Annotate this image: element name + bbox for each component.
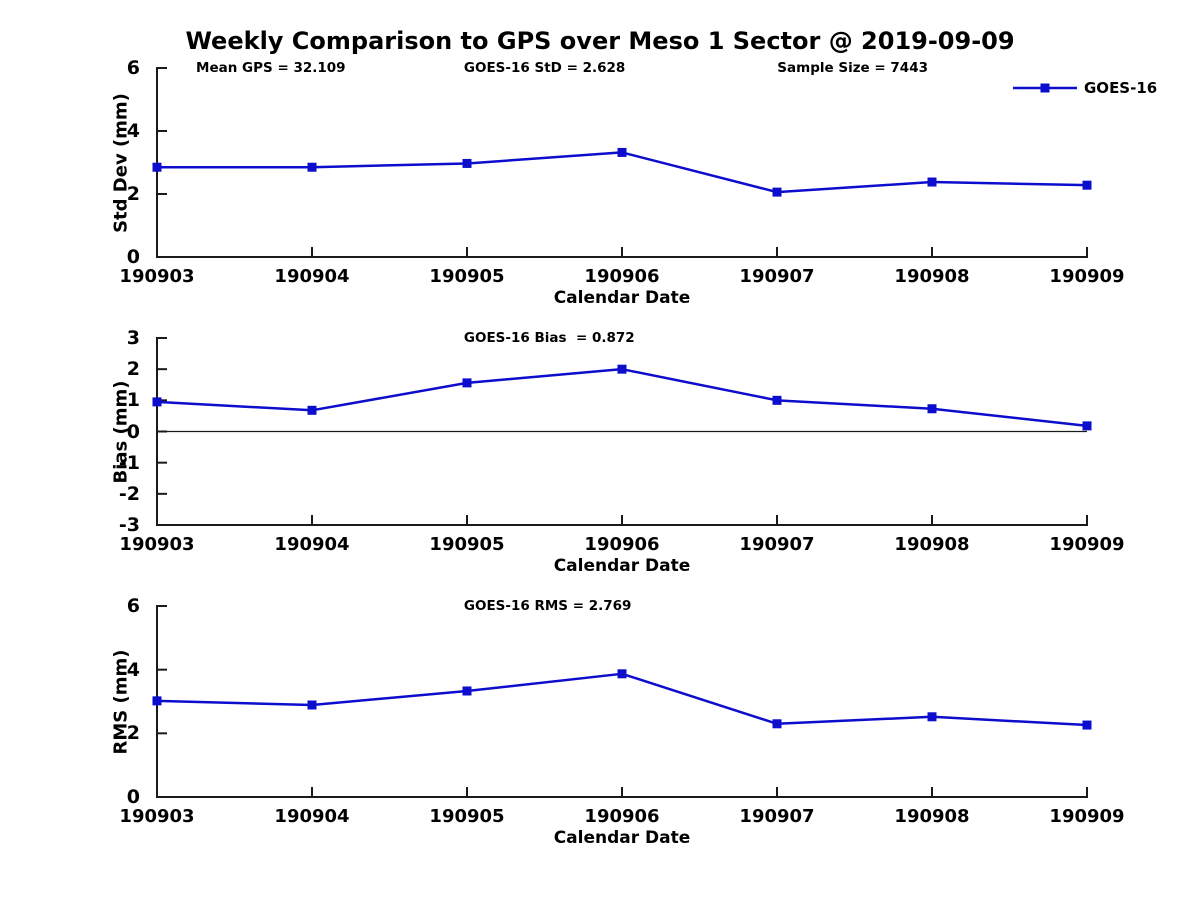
data-point-marker (772, 395, 782, 405)
x-tick-label: 190908 (894, 806, 970, 827)
x-tick-label: 190903 (119, 534, 195, 555)
series-line (156, 672, 1088, 727)
y-tick-label: 3 (126, 327, 140, 349)
x-tick-label: 190903 (119, 266, 195, 287)
x-tick-label: 190909 (1049, 806, 1125, 827)
y-tick-label: 6 (126, 57, 140, 79)
data-point-marker (307, 162, 317, 172)
y-tick-label: 2 (126, 722, 140, 745)
series-line (157, 151, 1088, 194)
x-tick-label: 190906 (584, 266, 660, 287)
y-axis-label: Bias (mm) (110, 380, 132, 483)
y-tick-label: 6 (126, 595, 140, 617)
x-tick-label: 190907 (739, 534, 815, 555)
data-point-marker (772, 719, 782, 729)
x-tick-label: 190909 (1049, 266, 1125, 287)
annotation: GOES-16 StD = 2.628 (463, 60, 626, 76)
data-point-marker (307, 700, 317, 710)
y-axis-label: RMS (mm) (110, 649, 132, 754)
data-point-marker (1082, 180, 1092, 190)
data-point-marker (617, 147, 627, 157)
x-tick-label: 190905 (429, 806, 505, 827)
data-point-marker (772, 187, 782, 197)
series-line (156, 367, 1088, 428)
x-tick-label: 190907 (739, 266, 815, 287)
x-tick-label: 190903 (119, 806, 195, 827)
data-point-marker (152, 162, 162, 172)
x-tick-label: 190904 (274, 266, 350, 287)
x-tick-label: 190908 (894, 534, 970, 555)
data-point-marker (927, 712, 937, 722)
data-point-marker (1082, 421, 1092, 431)
x-tick-label: 190904 (274, 534, 350, 555)
annotation: GOES-16 Bias = 0.872 (463, 330, 635, 346)
y-tick-label: 2 (126, 358, 140, 381)
y-tick-label: -3 (118, 514, 140, 536)
data-point-marker (617, 364, 627, 374)
y-tick-label: 4 (126, 120, 140, 142)
data-point-marker (462, 378, 472, 388)
y-tick-label: -2 (118, 482, 140, 505)
x-tick-label: 190905 (429, 266, 505, 287)
x-axis-label: Calendar Date (553, 556, 691, 576)
data-point-marker (462, 686, 472, 696)
x-tick-label: 190906 (584, 806, 660, 827)
data-point-marker (462, 158, 472, 168)
annotation: Sample Size = 7443 (777, 60, 928, 76)
y-tick-label: 1 (126, 389, 140, 412)
data-point-marker (1082, 720, 1092, 730)
x-tick-label: 190907 (739, 806, 815, 827)
figure-title: Weekly Comparison to GPS over Meso 1 Sec… (185, 27, 1015, 55)
data-point-marker (152, 696, 162, 706)
y-axis-label: Std Dev (mm) (110, 92, 132, 233)
x-tick-label: 190909 (1049, 534, 1125, 555)
y-tick-label: 4 (126, 658, 140, 681)
y-tick-label: 0 (126, 420, 140, 443)
annotation: Mean GPS = 32.109 (196, 60, 346, 76)
data-point-marker (927, 177, 937, 187)
x-axis-label: Calendar Date (553, 288, 691, 308)
annotation: GOES-16 RMS = 2.769 (463, 598, 632, 614)
y-tick-label: -1 (118, 451, 140, 474)
legend-marker-icon (1040, 83, 1050, 93)
x-axis-label: Calendar Date (553, 828, 691, 848)
x-tick-label: 190904 (274, 806, 350, 827)
x-tick-label: 190906 (584, 534, 660, 555)
x-tick-label: 190908 (894, 266, 970, 287)
data-point-marker (617, 669, 627, 679)
data-point-marker (307, 405, 317, 415)
y-tick-label: 0 (126, 786, 140, 808)
legend-label: GOES-16 (1084, 79, 1158, 97)
x-tick-label: 190905 (429, 534, 505, 555)
y-tick-label: 0 (126, 246, 140, 268)
data-point-marker (152, 397, 162, 407)
data-point-marker (927, 404, 937, 414)
y-tick-label: 2 (126, 183, 140, 205)
